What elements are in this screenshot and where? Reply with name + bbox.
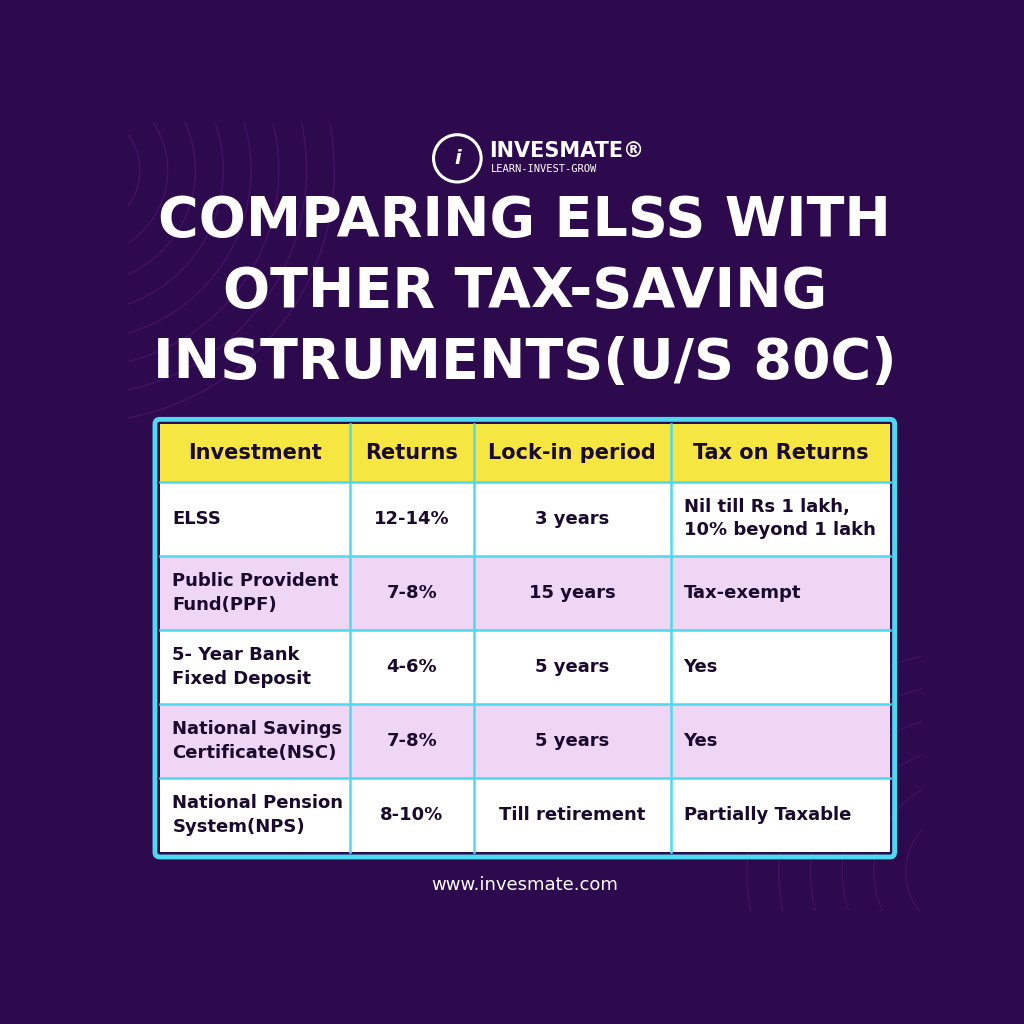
Text: INSTRUMENTS(U/S 80C): INSTRUMENTS(U/S 80C) [153,336,897,390]
Text: 8-10%: 8-10% [380,806,443,824]
Text: 5 years: 5 years [536,658,609,676]
Text: Returns: Returns [366,442,458,463]
Text: Partially Taxable: Partially Taxable [684,806,851,824]
Text: Public Provident
Fund(PPF): Public Provident Fund(PPF) [172,572,339,613]
Bar [160,481,890,556]
Text: www.invesmate.com: www.invesmate.com [431,877,618,894]
Text: Till retirement: Till retirement [499,806,645,824]
Text: LEARN-INVEST-GROW: LEARN-INVEST-GROW [490,164,597,174]
Text: 5 years: 5 years [536,732,609,750]
Bar [160,556,890,630]
Bar [160,424,890,481]
Bar [160,703,890,778]
Bar [160,778,890,852]
Text: Yes: Yes [684,732,718,750]
Text: INVESMATE®: INVESMATE® [489,141,644,161]
Text: 7-8%: 7-8% [386,732,437,750]
Text: OTHER TAX-SAVING: OTHER TAX-SAVING [222,265,827,319]
Text: ELSS: ELSS [172,510,221,527]
Text: Tax-exempt: Tax-exempt [684,584,801,602]
Text: Investment: Investment [187,442,322,463]
Text: Nil till Rs 1 lakh,
10% beyond 1 lakh: Nil till Rs 1 lakh, 10% beyond 1 lakh [684,498,876,540]
Text: 7-8%: 7-8% [386,584,437,602]
Text: Yes: Yes [684,658,718,676]
Text: 5- Year Bank
Fixed Deposit: 5- Year Bank Fixed Deposit [172,646,311,688]
Text: National Savings
Certificate(NSC): National Savings Certificate(NSC) [172,720,343,762]
Text: Tax on Returns: Tax on Returns [692,442,868,463]
Text: COMPARING ELSS WITH: COMPARING ELSS WITH [159,195,891,249]
Text: 3 years: 3 years [536,510,609,527]
Text: 12-14%: 12-14% [374,510,450,527]
Text: 4-6%: 4-6% [386,658,437,676]
Text: 15 years: 15 years [528,584,615,602]
Text: Lock-in period: Lock-in period [488,442,656,463]
Text: i: i [454,148,461,168]
Text: National Pension
System(NPS): National Pension System(NPS) [172,795,343,836]
Bar [160,630,890,703]
